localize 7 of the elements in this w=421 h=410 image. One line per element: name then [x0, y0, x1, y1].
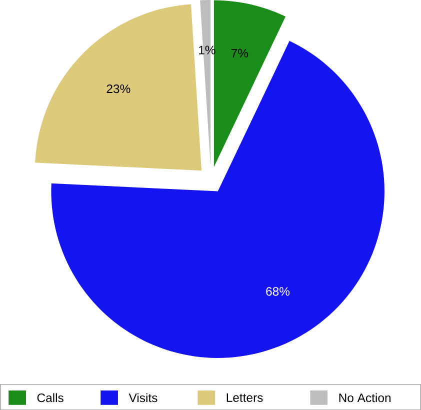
legend-label: Letters — [226, 393, 263, 402]
data-label: 23% — [106, 84, 130, 93]
legend-label: Visits — [128, 393, 158, 402]
data-label: 7% — [231, 48, 248, 58]
data-label: 68% — [266, 286, 290, 296]
legend-label: Calls — [37, 393, 64, 402]
legend-label: No Action — [339, 393, 390, 402]
